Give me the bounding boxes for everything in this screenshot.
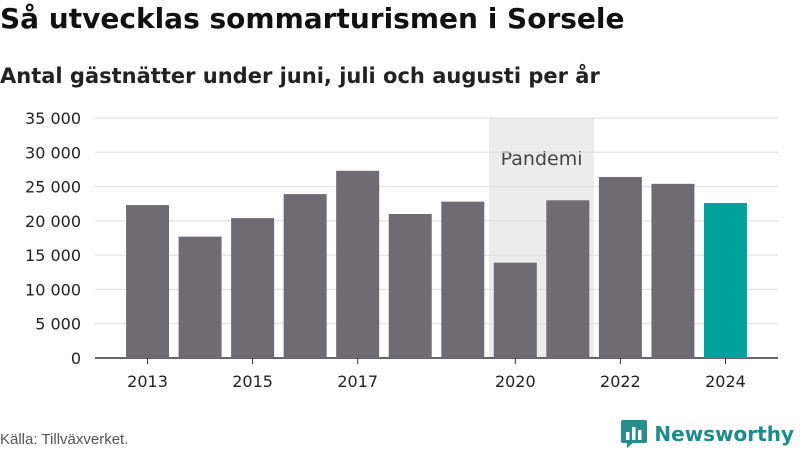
bar-2021 bbox=[546, 200, 590, 358]
bar-chart-speech-bubble-icon bbox=[621, 420, 648, 448]
annotation-label: Pandemi bbox=[501, 148, 583, 170]
x-tick-label: 2017 bbox=[337, 372, 378, 391]
y-tick-label: 0 bbox=[71, 349, 81, 368]
bar-chart: Pandemi 0 5 000 10 000 15 000 20 000 25 000 30… bbox=[25, 109, 778, 391]
bar-2017 bbox=[336, 170, 380, 358]
tick-labels: 0 5 000 10 000 15 000 20 000 25 000 30 000 35 0… bbox=[25, 109, 746, 391]
bar-2018 bbox=[388, 214, 432, 358]
bars bbox=[126, 170, 747, 358]
bar-2022 bbox=[598, 176, 642, 358]
y-tick-label: 20 000 bbox=[25, 212, 81, 231]
bar-2015 bbox=[231, 218, 275, 358]
y-tick-label: 15 000 bbox=[25, 246, 81, 265]
newsworthy-logo: Newsworthy bbox=[620, 418, 794, 450]
bar-2013 bbox=[126, 205, 170, 358]
y-tick-label: 35 000 bbox=[25, 109, 81, 128]
source-note: Källa: Tillväxverket. bbox=[0, 431, 129, 448]
x-tick-label: 2022 bbox=[600, 372, 641, 391]
y-tick-label: 30 000 bbox=[25, 143, 81, 162]
chart-title: Så utvecklas sommarturismen i Sorsele bbox=[0, 2, 625, 35]
bar-2020 bbox=[493, 262, 537, 358]
bar-2023 bbox=[651, 183, 695, 358]
y-tick-label: 25 000 bbox=[25, 178, 81, 197]
bar-2019 bbox=[441, 201, 485, 358]
bar-2024 bbox=[703, 203, 747, 358]
brand-name: Newsworthy bbox=[654, 422, 794, 446]
chart-subtitle: Antal gästnätter under juni, juli och au… bbox=[0, 64, 600, 88]
bar-2014 bbox=[178, 236, 222, 358]
x-tick-label: 2020 bbox=[495, 372, 536, 391]
y-tick-label: 5 000 bbox=[35, 315, 81, 334]
x-tick-label: 2015 bbox=[232, 372, 273, 391]
bar-2016 bbox=[283, 194, 327, 358]
x-tick-label: 2024 bbox=[705, 372, 746, 391]
y-tick-label: 10 000 bbox=[25, 280, 81, 299]
x-tick-label: 2013 bbox=[127, 372, 168, 391]
